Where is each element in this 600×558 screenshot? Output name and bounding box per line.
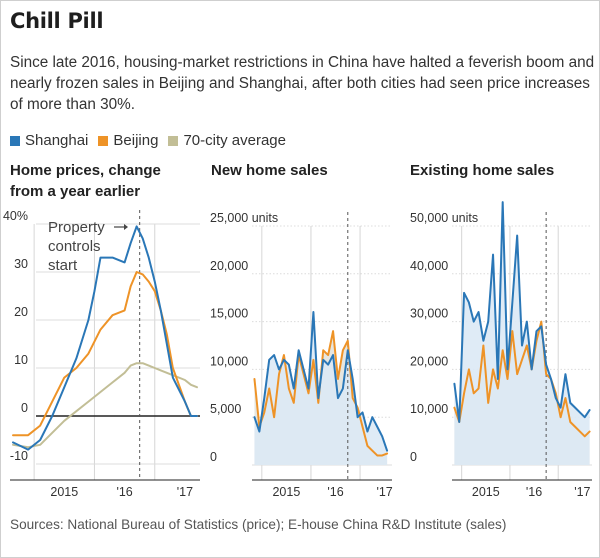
annotation-text: Property bbox=[48, 219, 105, 236]
legend-swatch-70-city bbox=[168, 135, 179, 146]
x-tick-label: 2015 bbox=[50, 485, 78, 499]
y-tick-label: -10 bbox=[10, 449, 28, 463]
legend-label-70-city: 70-city average bbox=[183, 132, 286, 149]
y-tick-label: 15,000 bbox=[210, 307, 248, 321]
panel-0: -10 0 10 20 30 40% 2015 '16 '17 Property controls s… bbox=[3, 209, 200, 499]
legend-label-shanghai: Shanghai bbox=[25, 132, 89, 149]
x-tick-label: '16 bbox=[116, 485, 132, 499]
chart-subtitle: Since late 2016, housing-market restrict… bbox=[10, 54, 595, 113]
y-tick-label: 40,000 bbox=[410, 259, 448, 273]
y-tick-label: 30,000 bbox=[410, 307, 448, 321]
x-tick-label: 2015 bbox=[272, 485, 300, 499]
series-fill bbox=[254, 312, 388, 465]
panel-title-new-home-sales: New home sales bbox=[211, 162, 328, 179]
y-tick-label: 50,000 units bbox=[410, 211, 478, 225]
annotation-text: start bbox=[48, 257, 78, 274]
x-tick-label: '16 bbox=[526, 485, 542, 499]
legend-label-beijing: Beijing bbox=[113, 132, 159, 149]
series-line-70-city-average bbox=[12, 362, 198, 449]
legend-item-shanghai: Shanghai bbox=[10, 132, 88, 149]
y-tick-label: 0 bbox=[410, 450, 417, 464]
panel-1: 0 5,000 10,000 15,000 20,000 25,000 units 2015… bbox=[210, 211, 393, 499]
chart-title: Chill Pill bbox=[10, 9, 104, 33]
legend: Shanghai Beijing 70-city average bbox=[10, 132, 286, 149]
y-tick-label: 25,000 units bbox=[210, 211, 278, 225]
legend-swatch-beijing bbox=[98, 135, 109, 146]
panel-title-existing-home-sales: Existing home sales bbox=[410, 162, 555, 179]
legend-item-70-city: 70-city average bbox=[168, 132, 286, 149]
x-tick-label: '17 bbox=[177, 485, 193, 499]
x-tick-label: '17 bbox=[376, 485, 392, 499]
y-tick-label: 20,000 bbox=[210, 259, 248, 273]
y-tick-label: 10 bbox=[14, 353, 28, 367]
y-tick-label: 5,000 bbox=[210, 402, 241, 416]
y-tick-label: 20 bbox=[14, 305, 28, 319]
series-line-beijing bbox=[453, 320, 591, 438]
y-tick-label: 0 bbox=[21, 401, 28, 415]
legend-item-beijing: Beijing bbox=[98, 132, 158, 149]
x-tick-label: 2015 bbox=[472, 485, 500, 499]
series-line-shanghai bbox=[12, 225, 198, 451]
series-line-shanghai bbox=[453, 201, 591, 423]
y-tick-label: 10,000 bbox=[210, 354, 248, 368]
y-tick-label: 40% bbox=[3, 209, 28, 223]
x-tick-label: '17 bbox=[574, 485, 590, 499]
legend-swatch-shanghai bbox=[10, 135, 20, 146]
series-line-beijing bbox=[12, 271, 198, 437]
annotation-arrowhead bbox=[124, 224, 128, 230]
annotation-text: controls bbox=[48, 238, 101, 255]
panel-2: 0 10,000 20,000 30,000 40,000 50,000 units 201… bbox=[410, 201, 592, 499]
y-tick-label: 10,000 bbox=[410, 402, 448, 416]
x-tick-label: '16 bbox=[327, 485, 343, 499]
series-line-shanghai bbox=[253, 311, 389, 452]
y-tick-label: 20,000 bbox=[410, 354, 448, 368]
y-tick-label: 30 bbox=[14, 257, 28, 271]
panel-title-home-prices: Home prices, change from a year earlier bbox=[10, 162, 161, 200]
source-note: Sources: National Bureau of Statistics (… bbox=[10, 517, 507, 532]
y-tick-label: 0 bbox=[210, 450, 217, 464]
